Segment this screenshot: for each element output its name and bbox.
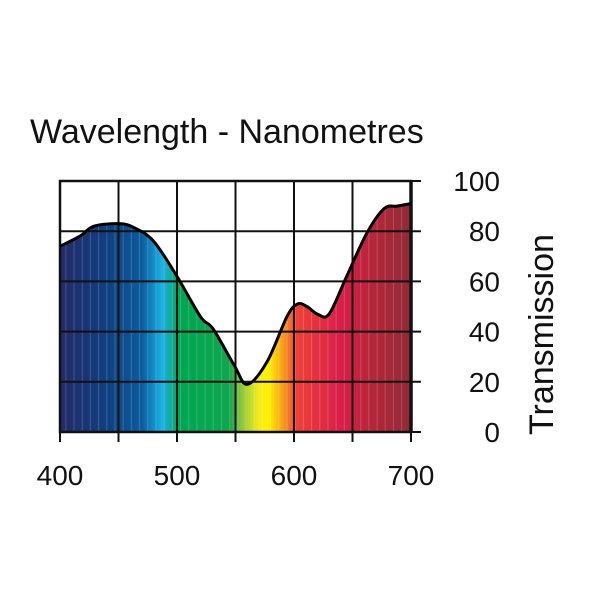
x-tick-label: 400 [37,460,84,491]
y-tick-label: 100 [453,166,500,197]
x-axis: 400 500 600 700 [37,460,435,491]
transmission-area [60,203,411,432]
grid [58,179,421,442]
x-tick-label: 500 [154,460,201,491]
chart-title: Wavelength - Nanometres [30,113,424,151]
y-tick-label: 0 [484,417,500,448]
y-tick-label: 40 [469,317,500,348]
y-tick-label: 20 [469,367,500,398]
x-tick-label: 700 [388,460,435,491]
y-tick-label: 80 [469,216,500,247]
y-axis-label: Transmission [523,234,561,435]
x-tick-label: 600 [271,460,318,491]
y-tick-label: 60 [469,266,500,297]
y-axis: 0 20 40 60 80 100 [453,166,500,448]
transmission-curve [59,202,412,386]
